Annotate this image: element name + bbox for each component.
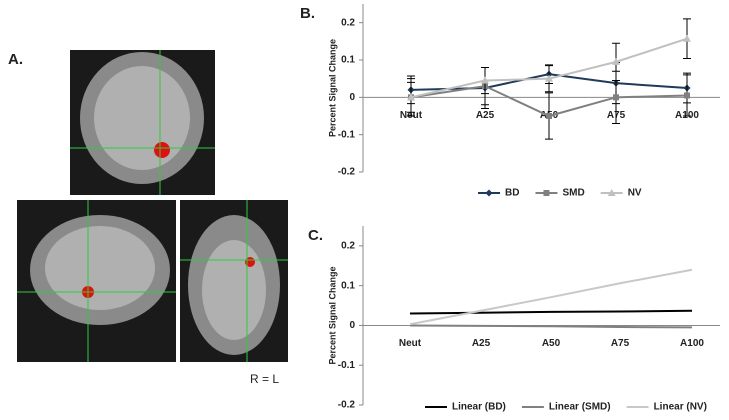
brain-tissue — [94, 66, 190, 170]
brain-coronal — [70, 50, 215, 195]
x-tick-label: A100 — [680, 338, 704, 349]
series-line — [409, 268, 693, 326]
legend-label: Linear (SMD) — [549, 402, 611, 413]
y-axis-label: Percent Signal Change — [327, 266, 337, 364]
brain-axial — [180, 200, 288, 362]
legend-label: Linear (NV) — [654, 402, 707, 413]
marker — [607, 189, 616, 196]
marker — [612, 57, 620, 65]
y-tick-label: 0.1 — [341, 55, 355, 66]
activation — [154, 142, 170, 158]
y-tick-label: 0.2 — [341, 241, 355, 252]
panel-label: A. — [8, 51, 23, 68]
legend-label: NV — [628, 188, 642, 199]
legend-label: BD — [505, 188, 519, 199]
y-tick-label: -0.2 — [338, 167, 356, 178]
panel-label: B. — [300, 5, 315, 22]
marker — [683, 34, 691, 42]
y-tick-label: 0.2 — [341, 17, 355, 28]
y-tick-label: 0 — [349, 92, 355, 103]
x-tick-label: A25 — [476, 110, 495, 121]
marker — [684, 92, 690, 99]
y-tick-label: -0.2 — [338, 400, 356, 411]
marker — [545, 74, 553, 82]
orientation-note: R = L — [250, 372, 279, 386]
marker — [613, 94, 619, 101]
y-tick-label: -0.1 — [338, 129, 356, 140]
y-axis-label: Percent Signal Change — [327, 39, 337, 137]
x-tick-label: A25 — [472, 338, 491, 349]
x-tick-label: A50 — [542, 338, 561, 349]
marker — [407, 93, 415, 101]
marker — [546, 113, 552, 119]
series-line — [409, 309, 693, 315]
y-tick-label: -0.1 — [338, 360, 356, 371]
y-tick-label: 0.1 — [341, 280, 355, 291]
series-line — [409, 324, 693, 329]
brain-sagittal — [17, 200, 176, 362]
marker — [485, 189, 493, 197]
marker — [481, 76, 489, 84]
legend-label: Linear (BD) — [452, 402, 506, 413]
legend-label: SMD — [562, 188, 584, 199]
y-tick-label: 0 — [349, 320, 355, 331]
brain-tissue — [45, 226, 155, 310]
x-tick-label: Neut — [399, 338, 422, 349]
brain-tissue — [202, 240, 266, 340]
marker — [543, 190, 550, 196]
x-tick-label: A75 — [611, 338, 630, 349]
panel-label: C. — [308, 227, 323, 244]
